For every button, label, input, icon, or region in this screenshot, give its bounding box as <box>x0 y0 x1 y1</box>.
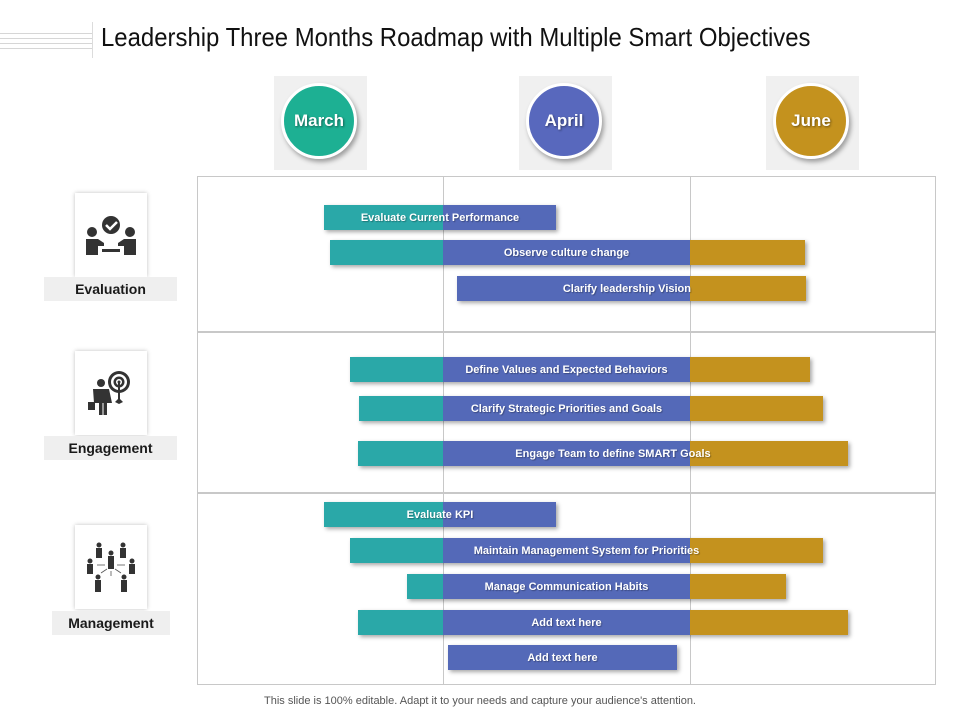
category-icon-card <box>75 193 147 277</box>
task-label: Evaluate Current Performance <box>360 211 520 224</box>
category-icon-card <box>75 351 147 435</box>
task-label: Evaluate KPI <box>406 508 474 521</box>
task-bar[interactable]: Engage Team to define SMART Goals <box>358 441 848 466</box>
task-bar[interactable]: Clarify Strategic Priorities and Goals <box>359 396 823 421</box>
task-bar[interactable]: Maintain Management System for Prioritie… <box>350 538 823 563</box>
task-label: Clarify leadership Vision <box>562 282 691 295</box>
category-label: Management <box>52 611 170 635</box>
task-bar[interactable]: Observe culture change <box>330 240 805 265</box>
team-network-icon <box>87 542 135 592</box>
task-bar[interactable]: Add text here <box>448 645 677 670</box>
month-header-march: March <box>274 76 367 170</box>
category-icon-card <box>75 525 147 609</box>
task-label: Manage Communication Habits <box>484 580 649 593</box>
meeting-checkmark-icon <box>86 216 136 255</box>
grid-divider-march-april <box>443 176 444 685</box>
title-divider <box>92 22 93 58</box>
task-bar[interactable]: Add text here <box>358 610 848 635</box>
month-circle: April <box>526 83 602 159</box>
roadmap-grid <box>197 176 936 685</box>
task-bar[interactable]: Manage Communication Habits <box>407 574 786 599</box>
grid-row-divider <box>197 492 936 494</box>
task-bar[interactable]: Evaluate Current Performance <box>324 205 556 230</box>
grid-divider-april-june <box>690 176 691 685</box>
task-label: Add text here <box>531 616 602 629</box>
category-label: Evaluation <box>44 277 177 301</box>
month-header-april: April <box>519 76 612 170</box>
footer-note: This slide is 100% editable. Adapt it to… <box>264 695 696 707</box>
task-label: Maintain Management System for Prioritie… <box>473 544 700 557</box>
month-circle: June <box>773 83 849 159</box>
month-circle: March <box>281 83 357 159</box>
task-bar[interactable]: Evaluate KPI <box>324 502 556 527</box>
category-label: Engagement <box>44 436 177 460</box>
task-label: Engage Team to define SMART Goals <box>515 447 711 460</box>
task-label: Add text here <box>527 651 598 664</box>
task-label: Clarify Strategic Priorities and Goals <box>470 402 663 415</box>
task-label: Define Values and Expected Behaviors <box>465 363 668 376</box>
page-title: Leadership Three Months Roadmap with Mul… <box>101 22 811 52</box>
title-decoration-lines <box>0 33 92 53</box>
task-bar[interactable]: Clarify leadership Vision <box>457 276 806 301</box>
month-header-june: June <box>766 76 859 170</box>
task-label: Observe culture change <box>503 246 630 259</box>
grid-row-divider <box>197 331 936 333</box>
task-bar[interactable]: Define Values and Expected Behaviors <box>350 357 810 382</box>
businessman-target-icon <box>88 371 130 415</box>
